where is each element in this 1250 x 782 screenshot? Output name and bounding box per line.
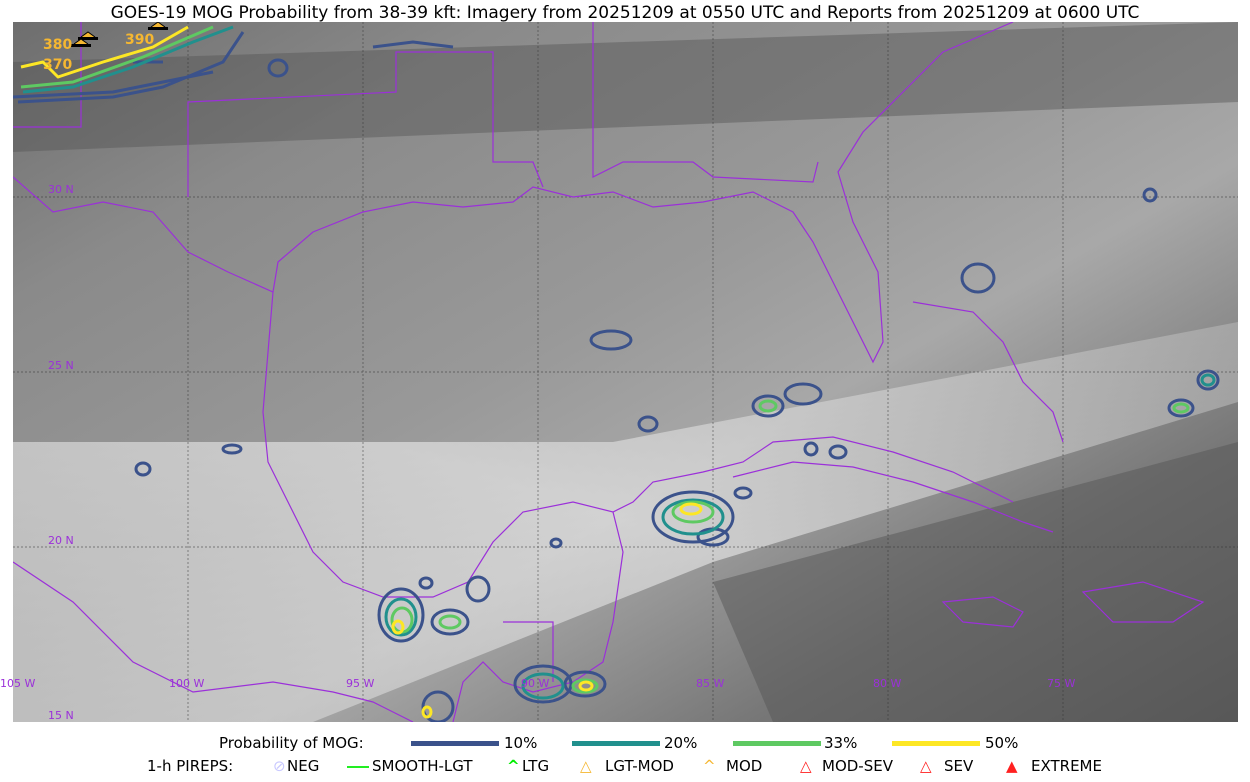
swatch-20pct [572,741,660,746]
lon-label: 80 W [873,677,902,690]
report-altitude-label: 380 [43,37,72,53]
swatch-50pct [892,741,980,746]
pirep-label-lgt-mod: LGT-MOD [605,757,674,775]
lon-label: 100 W [169,677,205,690]
neg-icon: ⊘ [273,757,286,775]
contour-10pct [13,31,454,104]
contour-20pct [22,25,234,94]
lat-label: 20 N [48,534,74,547]
extreme-icon: ▲ [1006,757,1018,775]
lon-label: 75 W [1047,677,1076,690]
pireps-legend-title: 1-h PIREPS: [147,757,234,775]
mod-sev-icon: △ [800,757,812,775]
lat-label: 25 N [48,359,74,372]
bright-cloud-band [13,322,1238,722]
legend-label-10pct: 10% [504,734,538,752]
mod-pirep-icon [71,38,91,47]
pirep-label-neg: NEG [287,757,320,775]
contour-33pct [20,25,214,89]
lon-label: 105 W [0,677,36,690]
pirep-label-smooth-lgt: SMOOTH-LGT [372,757,473,775]
pirep-label-extreme: EXTREME [1031,757,1102,775]
legend-label-50pct: 50% [985,734,1019,752]
lat-label: 15 N [48,709,74,722]
dark-caribbean [713,442,1238,722]
pirep-label-mod-sev: MOD-SEV [822,757,893,775]
satellite-map: 390 380 370 [13,22,1238,722]
pirep-label-sev: SEV [944,757,974,775]
lgt-mod-icon: △ [580,757,592,775]
mog-contours [13,25,1220,722]
legend-label-20pct: 20% [664,734,698,752]
pirep-label-ltg: LTG [522,757,550,775]
legend-label-33pct: 33% [824,734,858,752]
chart-title: GOES-19 MOG Probability from 38-39 kft: … [110,3,1140,23]
swatch-10pct [411,741,499,746]
report-altitude-label: 370 [43,57,72,73]
lon-label: 85 W [696,677,725,690]
swatch-33pct [733,741,821,746]
mod-pirep-icon [78,31,98,40]
lon-label: 90 W [521,677,550,690]
pirep-markers: 390 380 370 [43,22,168,73]
lon-label: 95 W [346,677,375,690]
dark-band [13,22,1238,152]
coastlines-borders [13,22,1205,722]
mod-pirep-icon [148,22,168,30]
smooth-lgt-icon [347,766,369,768]
sev-icon: △ [920,757,932,775]
ltg-icon: ^ [507,757,520,775]
pirep-label-mod: MOD [726,757,763,775]
mod-icon: ^ [703,757,716,775]
contour-50pct [20,25,189,79]
probability-legend-title: Probability of MOG: [219,734,364,752]
lat-label: 30 N [48,183,74,196]
report-altitude-label: 390 [125,32,154,48]
